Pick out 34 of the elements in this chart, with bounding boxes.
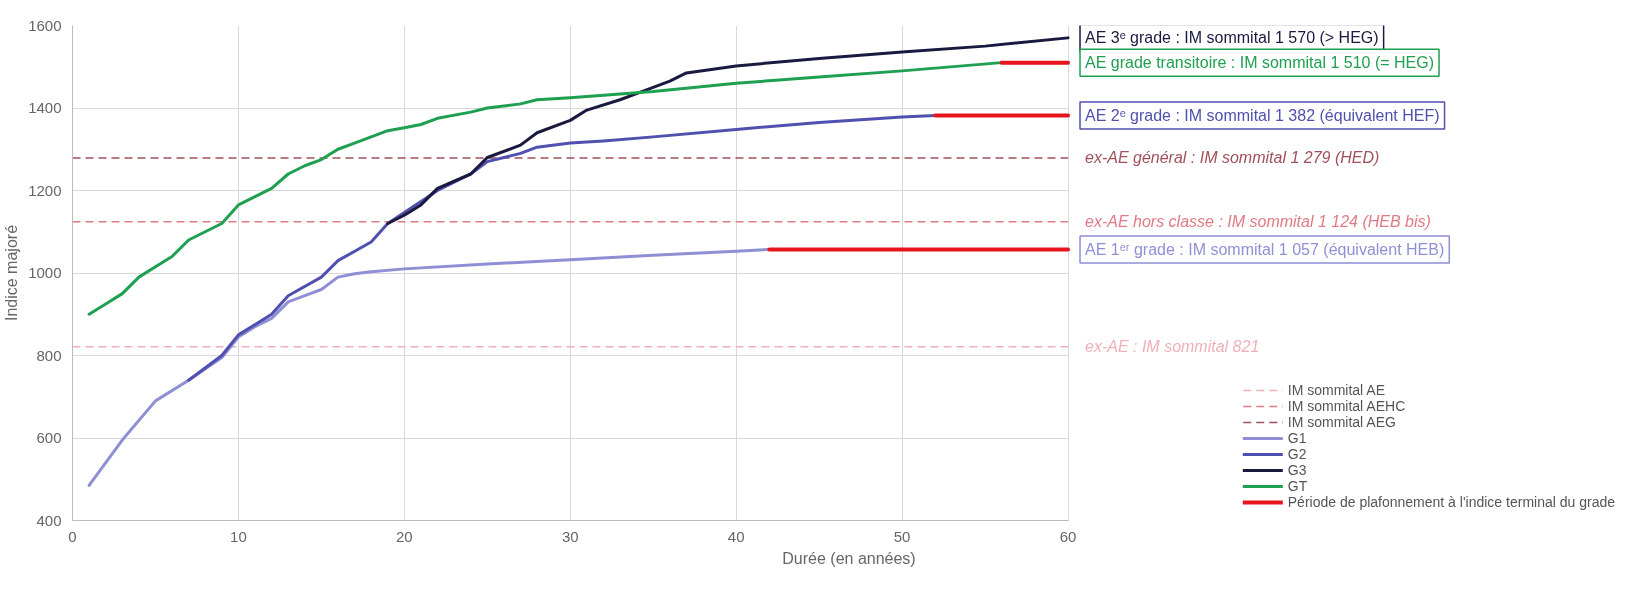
x-tick-label: 10: [230, 527, 247, 545]
x-tick-label: 20: [396, 527, 413, 545]
x-tick-label: 0: [68, 527, 77, 545]
line-series: [87, 247, 771, 487]
legend-label: Période de plafonnement à l'indice terminal du grade: [1287, 494, 1615, 510]
y-axis-title: Indice majoré: [3, 224, 21, 322]
legend-label: IM sommital AEG: [1287, 414, 1396, 430]
y-tick-label: 600: [36, 429, 62, 446]
line-series: [187, 113, 937, 382]
text: AE 1ᵉʳ grade : IM sommital 1 057 (équivalent HEB): [1085, 240, 1445, 258]
y-tick-label: 1200: [28, 181, 62, 199]
text: ex-AE hors classe : IM sommital 1 124 (HEB bis): [1085, 213, 1431, 231]
text: AE grade transitoire : IM sommital 1 510 (= HEG): [1085, 54, 1435, 72]
y-tick-label: 1400: [28, 99, 62, 116]
y-tick-label: 400: [36, 511, 62, 529]
text: AE 2ᵉ grade : IM sommital 1 382 (équivalent HEF): [1085, 106, 1440, 124]
text: ex-AE : IM sommital 821: [1085, 338, 1260, 356]
legend-label: G1: [1287, 430, 1308, 446]
line-series: [386, 36, 1070, 225]
y-tick-label: 1000: [28, 264, 62, 281]
x-tick-label: 30: [561, 527, 579, 545]
legend-label: IM sommital AE: [1287, 382, 1386, 398]
legend-label: G2: [1287, 446, 1308, 462]
legend-label: IM sommital AEHC: [1287, 398, 1406, 414]
y-tick-label: 800: [36, 346, 62, 364]
y-tick-label: 1600: [28, 16, 62, 34]
x-axis-title: Durée (en années): [782, 549, 916, 567]
x-tick-label: 60: [1059, 527, 1077, 545]
text: AE 3ᵉ grade : IM sommital 1 570 (> HEG): [1085, 29, 1379, 47]
x-tick-label: 40: [727, 527, 745, 545]
legend-label: G3: [1287, 462, 1308, 478]
legend-label: GT: [1287, 478, 1308, 494]
text: ex-AE général : IM sommital 1 279 (HED): [1085, 149, 1380, 167]
x-tick-label: 50: [893, 527, 911, 545]
